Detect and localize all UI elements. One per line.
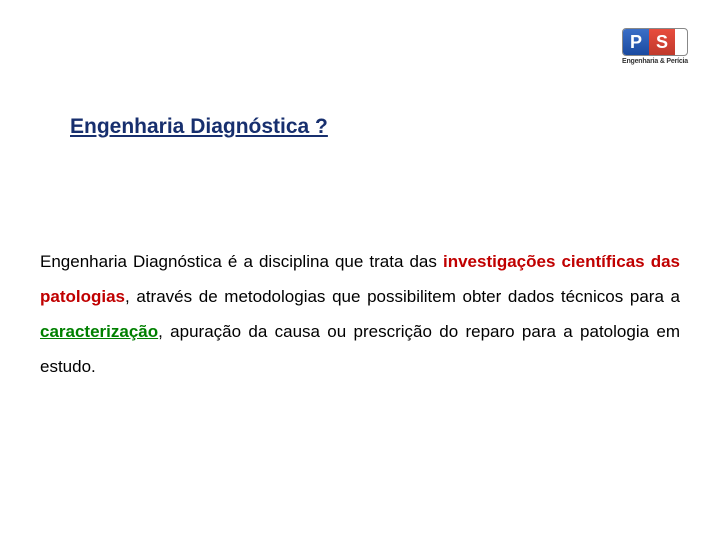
logo-letter-p: P xyxy=(623,29,649,55)
emphasis-characterization: caracterização xyxy=(40,322,158,341)
logo-box: P S xyxy=(622,28,688,56)
slide-body: Engenharia Diagnóstica é a disciplina qu… xyxy=(40,245,680,384)
brand-logo: P S Engenharia & Perícia xyxy=(622,28,688,65)
body-part2: , através de metodologias que possibilit… xyxy=(125,287,680,306)
slide-title: Engenharia Diagnóstica ? xyxy=(70,115,328,139)
logo-letter-s: S xyxy=(649,29,675,55)
body-part1: Engenharia Diagnóstica é a disciplina qu… xyxy=(40,252,443,271)
logo-tagline: Engenharia & Perícia xyxy=(622,58,688,65)
